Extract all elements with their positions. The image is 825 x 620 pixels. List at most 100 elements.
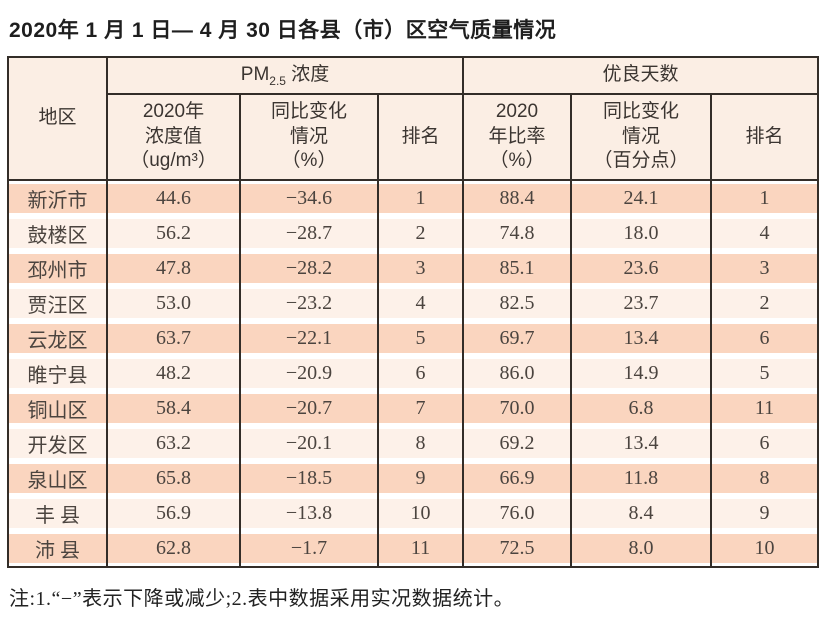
cell-days-change: 8.0	[570, 531, 712, 567]
cell-days-rank: 6	[709, 321, 820, 356]
header-pm25-group: PM2.5 浓度	[106, 56, 464, 95]
cell-region: 新沂市	[7, 180, 108, 216]
header-group-row: 地区 PM2.5 浓度 优良天数	[7, 56, 820, 181]
table-header: 地区 PM2.5 浓度 优良天数 2020年 浓度值 （ug/m³） 同比变化 …	[7, 56, 820, 181]
cell-pm25-change: −13.8	[239, 496, 379, 531]
cell-days-rank: 1	[709, 180, 820, 216]
cell-pm25-value: 56.2	[106, 216, 241, 251]
cell-pm25-change: −22.1	[239, 321, 379, 356]
header-pm25-change: 同比变化 情况 （%）	[239, 93, 379, 181]
cell-pm25-change: −28.2	[239, 251, 379, 286]
table-row: 睢宁县 48.2 −20.9 6 86.0 14.9 5	[7, 356, 820, 391]
cell-pm25-rank: 10	[377, 496, 464, 531]
cell-pm25-rank: 7	[377, 391, 464, 426]
table-row: 鼓楼区 56.2 −28.7 2 74.8 18.0 4	[7, 216, 820, 251]
cell-pm25-value: 44.6	[106, 180, 241, 216]
cell-days-change: 11.8	[570, 461, 712, 496]
cell-days-rate: 69.7	[462, 321, 572, 356]
cell-pm25-rank: 1	[377, 180, 464, 216]
cell-days-change: 13.4	[570, 321, 712, 356]
header-pm25-value: 2020年 浓度值 （ug/m³）	[106, 93, 241, 181]
cell-days-rate: 88.4	[462, 180, 572, 216]
cell-pm25-change: −20.9	[239, 356, 379, 391]
table-row: 开发区 63.2 −20.1 8 69.2 13.4 6	[7, 426, 820, 461]
cell-days-rank: 2	[709, 286, 820, 321]
cell-pm25-change: −23.2	[239, 286, 379, 321]
cell-days-rate: 66.9	[462, 461, 572, 496]
cell-days-rank: 5	[709, 356, 820, 391]
cell-pm25-rank: 2	[377, 216, 464, 251]
cell-pm25-rank: 4	[377, 286, 464, 321]
pm25-label-subscript: 2.5	[269, 73, 286, 88]
table-row: 邳州市 47.8 −28.2 3 85.1 23.6 3	[7, 251, 820, 286]
footnote: 注:1.“−”表示下降或减少;2.表中数据采用实况数据统计。	[9, 588, 515, 610]
table-row: 泉山区 65.8 −18.5 9 66.9 11.8 8	[7, 461, 820, 496]
table-row: 丰 县 56.9 −13.8 10 76.0 8.4 9	[7, 496, 820, 531]
cell-pm25-value: 58.4	[106, 391, 241, 426]
cell-pm25-change: −20.1	[239, 426, 379, 461]
pm25-label-prefix: PM	[240, 64, 270, 86]
cell-region: 贾汪区	[7, 286, 108, 321]
cell-days-change: 14.9	[570, 356, 712, 391]
header-days-rank: 排名	[709, 93, 820, 181]
pm25-label-suffix: 浓度	[285, 64, 330, 86]
cell-pm25-change: −28.7	[239, 216, 379, 251]
cell-region: 铜山区	[7, 391, 108, 426]
cell-days-rank: 4	[709, 216, 820, 251]
cell-days-rank: 10	[709, 531, 820, 567]
air-quality-table: 地区 PM2.5 浓度 优良天数 2020年 浓度值 （ug/m³） 同比变化 …	[7, 56, 820, 568]
cell-region: 鼓楼区	[7, 216, 108, 251]
page-title: 2020年 1 月 1 日— 4 月 30 日各县（市）区空气质量情况	[9, 19, 557, 42]
cell-days-rate: 82.5	[462, 286, 572, 321]
cell-pm25-change: −18.5	[239, 461, 379, 496]
cell-pm25-value: 48.2	[106, 356, 241, 391]
header-sub-row: 2020年 浓度值 （ug/m³） 同比变化 情况 （%） 排名 2020 年比…	[8, 93, 820, 181]
cell-pm25-value: 47.8	[106, 251, 241, 286]
table-row: 云龙区 63.7 −22.1 5 69.7 13.4 6	[7, 321, 820, 356]
header-region: 地区	[7, 56, 108, 181]
cell-days-rate: 74.8	[462, 216, 572, 251]
cell-days-rate: 85.1	[462, 251, 572, 286]
cell-days-change: 6.8	[570, 391, 712, 426]
cell-days-change: 8.4	[570, 496, 712, 531]
cell-region: 邳州市	[7, 251, 108, 286]
cell-days-rank: 6	[709, 426, 820, 461]
cell-days-change: 23.7	[570, 286, 712, 321]
cell-pm25-rank: 9	[377, 461, 464, 496]
table-body: 新沂市 44.6 −34.6 1 88.4 24.1 1 鼓楼区 56.2 −2…	[7, 180, 820, 567]
cell-days-rank: 8	[709, 461, 820, 496]
cell-pm25-rank: 11	[377, 531, 464, 567]
header-pm25-rank: 排名	[377, 93, 464, 181]
cell-pm25-value: 65.8	[106, 461, 241, 496]
cell-region: 云龙区	[7, 321, 108, 356]
cell-region: 泉山区	[7, 461, 108, 496]
cell-pm25-rank: 5	[377, 321, 464, 356]
cell-days-rank: 11	[709, 391, 820, 426]
cell-days-rate: 76.0	[462, 496, 572, 531]
cell-pm25-change: −34.6	[239, 180, 379, 216]
cell-region: 睢宁县	[7, 356, 108, 391]
cell-days-rank: 3	[709, 251, 820, 286]
cell-region: 沛 县	[7, 531, 108, 567]
cell-days-change: 13.4	[570, 426, 712, 461]
cell-days-rate: 69.2	[462, 426, 572, 461]
cell-days-rate: 70.0	[462, 391, 572, 426]
table-row: 铜山区 58.4 −20.7 7 70.0 6.8 11	[7, 391, 820, 426]
table-row: 新沂市 44.6 −34.6 1 88.4 24.1 1	[7, 180, 820, 216]
header-days-rate: 2020 年比率 （%）	[462, 93, 572, 181]
cell-days-rate: 72.5	[462, 531, 572, 567]
cell-region: 丰 县	[7, 496, 108, 531]
cell-pm25-rank: 3	[377, 251, 464, 286]
table-row: 贾汪区 53.0 −23.2 4 82.5 23.7 2	[7, 286, 820, 321]
cell-days-rate: 86.0	[462, 356, 572, 391]
cell-days-change: 23.6	[570, 251, 712, 286]
cell-days-rank: 9	[709, 496, 820, 531]
table-row: 沛 县 62.8 −1.7 11 72.5 8.0 10	[7, 531, 820, 567]
cell-pm25-value: 53.0	[106, 286, 241, 321]
cell-days-change: 18.0	[570, 216, 712, 251]
cell-pm25-rank: 8	[377, 426, 464, 461]
cell-pm25-value: 56.9	[106, 496, 241, 531]
cell-pm25-change: −1.7	[239, 531, 379, 567]
cell-pm25-value: 63.2	[106, 426, 241, 461]
